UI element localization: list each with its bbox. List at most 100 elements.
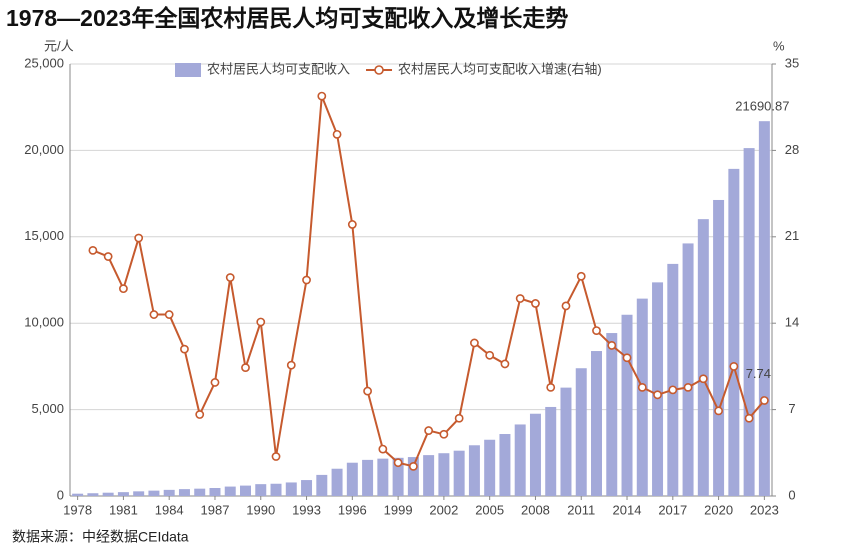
y2-tick-label: 7: [788, 401, 795, 416]
point: [241, 363, 250, 373]
point: [531, 299, 540, 308]
y-axis-label: 元/人: [44, 38, 74, 53]
point: [286, 360, 296, 370]
point: [210, 378, 220, 387]
bar: [529, 413, 541, 496]
y-tick-label: 20,000: [24, 142, 64, 157]
point: [546, 382, 556, 392]
point: [88, 245, 98, 255]
bar: [255, 484, 267, 496]
bar: [240, 485, 251, 496]
point: [164, 310, 174, 319]
bar: [346, 462, 358, 496]
point: [408, 461, 418, 471]
bar: [331, 468, 343, 496]
point: [714, 406, 723, 416]
bar: [438, 453, 450, 496]
x-tick-label: 2017: [658, 502, 687, 517]
y2-tick-label: 0: [788, 487, 795, 502]
bar: [224, 486, 236, 496]
bar: [178, 489, 190, 496]
y2-tick-label: 28: [785, 142, 799, 157]
point: [500, 359, 510, 369]
point: [180, 344, 189, 354]
bar: [194, 488, 206, 496]
x-tick-label: 2008: [521, 502, 550, 517]
bar: [667, 263, 679, 496]
y2-tick-label: 14: [785, 315, 799, 330]
bar: [285, 482, 297, 496]
bar: [545, 406, 557, 496]
legend-swatch: [374, 65, 384, 75]
x-tick-label: 1981: [109, 502, 138, 517]
bar: [484, 439, 496, 496]
point: [256, 317, 266, 327]
bar: [652, 282, 664, 496]
bar: [606, 333, 618, 496]
bar: [209, 487, 221, 496]
y-tick-label: 15,000: [24, 228, 64, 243]
legend-label: 农村居民人均可支配收入增速(右轴): [398, 61, 602, 76]
bar: [728, 168, 740, 496]
x-tick-label: 1984: [155, 502, 184, 517]
bar: [514, 424, 526, 496]
bar: [301, 480, 313, 496]
x-tick-label: 2020: [704, 502, 733, 517]
bar: [72, 493, 84, 496]
bar: [560, 387, 572, 496]
x-tick-label: 1978: [63, 502, 92, 517]
point: [393, 458, 403, 468]
bar: [499, 434, 511, 496]
y2-tick-label: 35: [785, 55, 799, 70]
point: [195, 410, 205, 419]
x-tick-label: 2005: [475, 502, 504, 517]
point: [347, 220, 357, 229]
point: [698, 374, 708, 384]
point: [317, 91, 327, 101]
y2-tick-label: 21: [785, 228, 799, 243]
point: [759, 396, 769, 405]
point: [103, 252, 113, 261]
x-tick-label: 2014: [613, 502, 642, 517]
point: [515, 294, 525, 303]
bar: [682, 243, 694, 496]
point: [653, 390, 662, 400]
chart-title: 1978—2023年全国农村居民人均可支配收入及增长走势: [6, 5, 568, 31]
point: [668, 385, 678, 395]
bar: [392, 457, 404, 496]
point: [592, 326, 601, 336]
bar: [423, 455, 435, 496]
bar: [468, 445, 480, 496]
legend-swatch: [175, 63, 201, 77]
bar: [407, 457, 419, 496]
bar: [362, 459, 374, 496]
x-tick-label: 2002: [429, 502, 458, 517]
x-tick-label: 1993: [292, 502, 321, 517]
point: [363, 386, 372, 396]
bar: [377, 458, 389, 496]
point: [119, 284, 128, 294]
legend-label: 农村居民人均可支配收入: [207, 61, 350, 76]
bar: [316, 474, 328, 496]
bar: [102, 492, 114, 496]
bar: [163, 489, 175, 496]
point: [729, 361, 739, 371]
point: [134, 233, 144, 243]
point: [561, 301, 571, 311]
bar: [591, 351, 602, 496]
bar: [697, 219, 709, 497]
x-tick-label: 2011: [567, 502, 595, 517]
point: [637, 382, 647, 392]
x-tick-label: 1990: [246, 502, 275, 517]
point: [149, 310, 159, 319]
bar: [453, 450, 465, 496]
point: [485, 350, 495, 360]
point: [683, 382, 693, 392]
point: [744, 413, 754, 423]
point: [378, 444, 388, 454]
bar: [148, 490, 160, 496]
bar: [621, 314, 633, 496]
y-tick-label: 10,000: [24, 315, 64, 330]
